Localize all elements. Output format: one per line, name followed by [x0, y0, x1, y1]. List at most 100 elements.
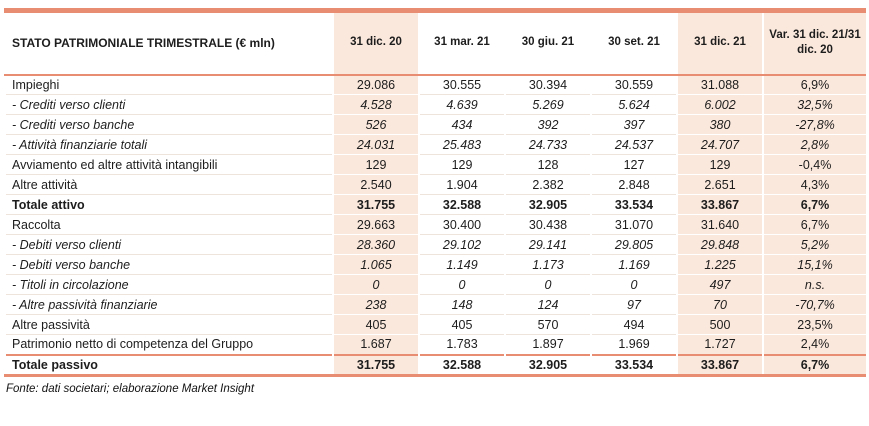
- cell-value: 32.588: [418, 353, 505, 376]
- cell-value: 397: [590, 114, 677, 135]
- cell-value: 148: [418, 294, 505, 315]
- row-label: Impieghi: [4, 74, 333, 95]
- table-row: - Debiti verso banche 1.065 1.149 1.173 1.16…: [4, 254, 866, 275]
- row-label: Altre attività: [4, 174, 333, 195]
- table-row: - Attività finanziarie totali 24.031 25.48…: [4, 134, 866, 155]
- cell-value: 70: [676, 294, 763, 315]
- cell-value: 32.905: [504, 194, 591, 215]
- cell-value: 5.624: [590, 94, 677, 115]
- cell-value: 127: [590, 154, 677, 175]
- source-note: Fonte: dati societari; elaborazione Mark…: [6, 382, 255, 395]
- row-label: Altre passività: [4, 314, 333, 335]
- cell-value: 31.070: [590, 214, 677, 235]
- cell-value: 1.783: [418, 334, 505, 355]
- cell-value: 128: [504, 154, 591, 175]
- cell-value: 30.559: [590, 74, 677, 95]
- cell-value: 33.867: [676, 353, 763, 376]
- table-row: Altre attività 2.540 1.904 2.382 2.848 2.651 4…: [4, 174, 866, 195]
- cell-value: 1.169: [590, 254, 677, 275]
- cell-value: 29.805: [590, 234, 677, 255]
- table-row: - Altre passività finanziarie 238 148 124 97…: [4, 294, 866, 315]
- cell-value: 5,2%: [762, 234, 866, 255]
- cell-value: 28.360: [332, 234, 419, 255]
- cell-value: 124: [504, 294, 591, 315]
- table-row: - Debiti verso clienti 28.360 29.102 29.141…: [4, 234, 866, 255]
- row-label: Avviamento ed altre attività intangibili: [4, 154, 333, 175]
- cell-value: 6,7%: [762, 194, 866, 215]
- cell-value: 31.755: [332, 353, 419, 376]
- cell-value: 24.537: [590, 134, 677, 155]
- cell-value: 238: [332, 294, 419, 315]
- cell-value: 30.394: [504, 74, 591, 95]
- cell-value: 2.540: [332, 174, 419, 195]
- row-label: - Debiti verso banche: [4, 254, 333, 275]
- cell-value: 405: [332, 314, 419, 335]
- row-label: - Attività finanziarie totali: [4, 134, 333, 155]
- cell-value: 15,1%: [762, 254, 866, 275]
- table-body: Impieghi 29.086 30.555 30.394 30.559 31.088 6,…: [4, 74, 866, 376]
- cell-value: 2,8%: [762, 134, 866, 155]
- cell-value: 526: [332, 114, 419, 135]
- cell-value: 2,4%: [762, 334, 866, 355]
- table-title: STATO PATRIMONIALE TRIMESTRALE (€ mln): [4, 10, 333, 76]
- table-row: - Titoli in circolazione 0 0 0 0 497 n.s.: [4, 274, 866, 295]
- col-header-31-mar-21: 31 mar. 21: [418, 10, 505, 76]
- row-label: Totale passivo: [4, 353, 333, 376]
- row-label: - Crediti verso banche: [4, 114, 333, 135]
- cell-value: 23,5%: [762, 314, 866, 335]
- cell-value: 1.969: [590, 334, 677, 355]
- cell-value: 500: [676, 314, 763, 335]
- cell-value: 434: [418, 114, 505, 135]
- table-row: Impieghi 29.086 30.555 30.394 30.559 31.088 6,…: [4, 74, 866, 95]
- cell-value: 32,5%: [762, 94, 866, 115]
- row-label: - Titoli in circolazione: [4, 274, 333, 295]
- cell-value: 31.088: [676, 74, 763, 95]
- table-row: Totale passivo 31.755 32.588 32.905 33.534 33…: [4, 353, 866, 376]
- cell-value: -70,7%: [762, 294, 866, 315]
- table-row: Raccolta 29.663 30.400 30.438 31.070 31.640 6,…: [4, 214, 866, 235]
- cell-value: 6,7%: [762, 353, 866, 376]
- cell-value: 29.141: [504, 234, 591, 255]
- col-header-30-set-21: 30 set. 21: [590, 10, 677, 76]
- col-header-31-dic-21: 31 dic. 21: [676, 10, 763, 76]
- cell-value: 31.640: [676, 214, 763, 235]
- cell-value: 1.727: [676, 334, 763, 355]
- row-label: Totale attivo: [4, 194, 333, 215]
- col-header-variation: Var. 31 dic. 21/31 dic. 20: [762, 10, 866, 76]
- cell-value: 1.225: [676, 254, 763, 275]
- cell-value: 29.848: [676, 234, 763, 255]
- table-row: - Crediti verso banche 526 434 392 397 380 -27…: [4, 114, 866, 135]
- cell-value: 30.400: [418, 214, 505, 235]
- cell-value: 33.534: [590, 194, 677, 215]
- cell-value: 129: [676, 154, 763, 175]
- table-row: - Crediti verso clienti 4.528 4.639 5.269 5.…: [4, 94, 866, 115]
- cell-value: 129: [418, 154, 505, 175]
- row-label: Raccolta: [4, 214, 333, 235]
- cell-value: 6,7%: [762, 214, 866, 235]
- cell-value: 1.897: [504, 334, 591, 355]
- table-row: Avviamento ed altre attività intangibili…: [4, 154, 866, 175]
- cell-value: 1.904: [418, 174, 505, 195]
- cell-value: 24.707: [676, 134, 763, 155]
- cell-value: 24.733: [504, 134, 591, 155]
- cell-value: 1.687: [332, 334, 419, 355]
- cell-value: 2.651: [676, 174, 763, 195]
- cell-value: 32.588: [418, 194, 505, 215]
- cell-value: 29.102: [418, 234, 505, 255]
- row-label: - Altre passività finanziarie: [4, 294, 333, 315]
- cell-value: 0: [332, 274, 419, 295]
- cell-value: -0,4%: [762, 154, 866, 175]
- cell-value: 1.173: [504, 254, 591, 275]
- cell-value: 405: [418, 314, 505, 335]
- cell-value: 0: [504, 274, 591, 295]
- cell-value: 380: [676, 114, 763, 135]
- cell-value: 570: [504, 314, 591, 335]
- cell-value: 1.149: [418, 254, 505, 275]
- table-row: Totale attivo 31.755 32.588 32.905 33.534 33.…: [4, 194, 866, 215]
- cell-value: 1.065: [332, 254, 419, 275]
- cell-value: 4.528: [332, 94, 419, 115]
- cell-value: 497: [676, 274, 763, 295]
- cell-value: 4,3%: [762, 174, 866, 195]
- col-header-31-dic-20: 31 dic. 20: [332, 10, 419, 76]
